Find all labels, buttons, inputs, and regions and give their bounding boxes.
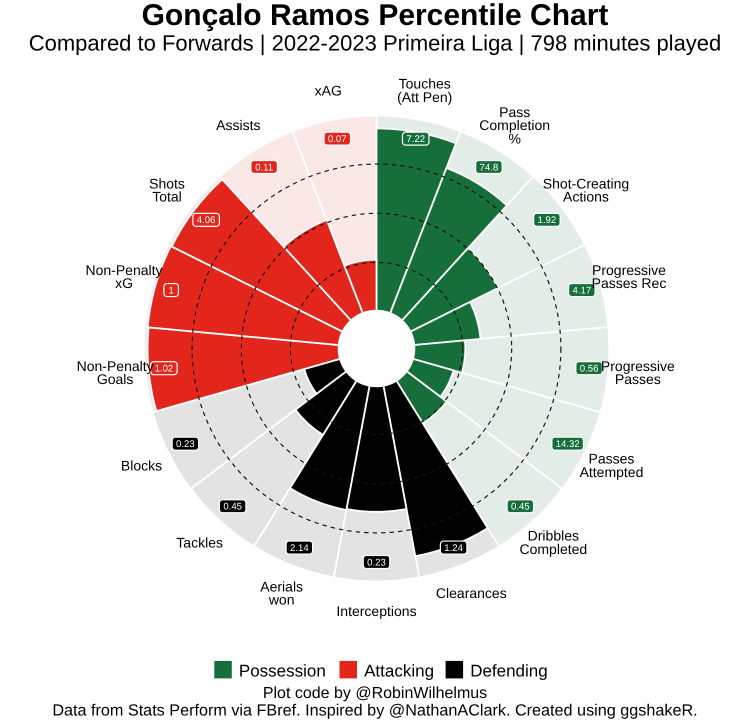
svg-text:2.14: 2.14 bbox=[290, 543, 309, 554]
svg-text:4.17: 4.17 bbox=[573, 285, 592, 296]
svg-text:1.02: 1.02 bbox=[155, 364, 174, 375]
svg-text:Assists: Assists bbox=[216, 117, 260, 133]
svg-text:1.24: 1.24 bbox=[444, 543, 463, 554]
svg-text:7.22: 7.22 bbox=[406, 134, 425, 145]
svg-text:Interceptions: Interceptions bbox=[336, 603, 416, 619]
svg-text:Attacking: Attacking bbox=[364, 661, 434, 680]
svg-text:0.23: 0.23 bbox=[176, 439, 195, 450]
svg-text:1.92: 1.92 bbox=[538, 215, 557, 226]
svg-text:0.45: 0.45 bbox=[223, 502, 242, 513]
svg-text:Blocks: Blocks bbox=[121, 457, 162, 473]
svg-text:0.11: 0.11 bbox=[255, 162, 273, 173]
svg-text:0.23: 0.23 bbox=[367, 557, 386, 568]
svg-text:74.8: 74.8 bbox=[480, 162, 499, 173]
svg-text:Possession: Possession bbox=[239, 661, 326, 680]
svg-text:0.07: 0.07 bbox=[328, 134, 347, 145]
svg-text:Data from Stats Perform via FB: Data from Stats Perform via FBref. Inspi… bbox=[52, 702, 697, 720]
svg-text:Touches(Att Pen): Touches (Att Pen) bbox=[397, 76, 452, 105]
svg-text:1: 1 bbox=[168, 285, 173, 296]
svg-text:Defending: Defending bbox=[470, 661, 548, 680]
svg-text:Clearances: Clearances bbox=[436, 585, 507, 601]
svg-text:Gonçalo Ramos Percentile Chart: Gonçalo Ramos Percentile Chart bbox=[142, 0, 609, 32]
svg-text:4.06: 4.06 bbox=[197, 215, 216, 226]
svg-text:Plot code by @RobinWilhelmus: Plot code by @RobinWilhelmus bbox=[263, 685, 487, 702]
svg-text:0.56: 0.56 bbox=[580, 364, 599, 375]
svg-text:xAG: xAG bbox=[315, 82, 342, 98]
svg-text:14.32: 14.32 bbox=[556, 439, 580, 450]
svg-text:Compared to Forwards | 2022-20: Compared to Forwards | 2022-2023 Primeir… bbox=[29, 31, 722, 56]
svg-text:0.45: 0.45 bbox=[511, 502, 530, 513]
svg-text:Tackles: Tackles bbox=[176, 534, 223, 550]
